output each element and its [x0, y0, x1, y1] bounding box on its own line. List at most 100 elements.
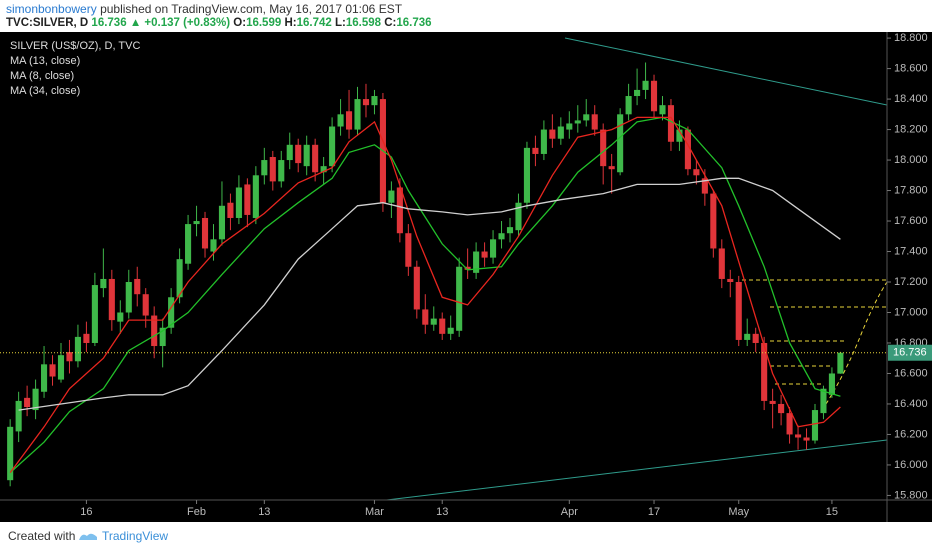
logo — [79, 533, 97, 540]
candle-body — [515, 202, 522, 231]
created: Created with — [8, 529, 76, 543]
arrow: ▲ — [129, 17, 142, 29]
candle-body — [201, 217, 209, 249]
projection — [825, 281, 887, 405]
candle-body — [337, 114, 344, 127]
candle-body — [354, 99, 361, 130]
x-tick-label: 13 — [258, 506, 270, 518]
y-tick-label: 18.800 — [894, 32, 928, 44]
candle-body — [345, 111, 353, 130]
candle-body — [430, 318, 437, 325]
candle-body — [261, 160, 268, 176]
candle-body — [235, 187, 242, 218]
price-box — [888, 344, 932, 361]
candle-body — [388, 190, 395, 203]
candle-body — [557, 126, 564, 139]
y-tick-label: 18.400 — [894, 93, 928, 105]
candle-body — [396, 187, 403, 234]
price: 16.736 — [91, 17, 127, 29]
x-tick-label: Mar — [365, 506, 384, 518]
trend-line — [382, 439, 887, 500]
x-tick-label: May — [728, 506, 749, 518]
y-tick-label: 17.000 — [894, 306, 928, 318]
y-tick-label: 15.800 — [894, 489, 928, 501]
candle-body — [244, 184, 251, 215]
trend-line — [564, 37, 887, 106]
candle-body — [617, 114, 624, 173]
y-tick-label: 18.600 — [894, 62, 928, 74]
open: 16.599 — [246, 17, 282, 29]
candle-body — [218, 205, 226, 240]
candle-body — [718, 248, 725, 279]
candle-body — [295, 144, 302, 164]
candle-body — [100, 278, 107, 289]
candle-body — [422, 309, 429, 325]
candle-body — [532, 147, 539, 154]
candle-body — [625, 96, 632, 115]
x-tick-label: 13 — [436, 506, 448, 518]
chart-title: SILVER (US$/OZ), D, TVC — [10, 40, 140, 52]
footer: Created with TradingView — [0, 522, 932, 550]
plot — [0, 37, 887, 500]
candle-body — [312, 144, 319, 173]
candle-body — [303, 144, 310, 167]
y-tick-label: 17.800 — [894, 184, 928, 196]
l-label: L: — [334, 17, 346, 29]
candle-body — [168, 297, 175, 328]
candle-body — [41, 364, 48, 392]
candle-body — [210, 239, 217, 252]
candle-body — [252, 175, 259, 218]
candle-body — [761, 342, 768, 401]
candle-body — [57, 355, 65, 380]
candle-body — [820, 388, 827, 414]
candle-body — [752, 333, 759, 343]
change: +0.137 (+0.83%) — [144, 17, 231, 29]
candle-body — [159, 327, 166, 347]
h-label: H: — [284, 17, 297, 29]
y-tick-label: 17.200 — [894, 276, 928, 288]
candle-body — [506, 227, 514, 234]
candle-body — [803, 437, 810, 441]
candle-body — [608, 166, 615, 170]
candle-body — [413, 266, 420, 310]
legend-entry: MA (34, close) — [10, 85, 80, 97]
candle-body — [108, 278, 115, 321]
candle-body — [498, 233, 505, 240]
candle-body — [66, 352, 73, 362]
ma-line — [18, 177, 841, 411]
close: 16.736 — [396, 17, 432, 29]
candle-body — [83, 333, 90, 343]
author[interactable]: simonbonbowery — [6, 2, 97, 16]
candle-body — [600, 129, 607, 167]
candle-body — [362, 99, 370, 106]
y-tick-label: 16.600 — [894, 367, 928, 379]
x-tick-label: 15 — [826, 506, 838, 518]
candle-body — [24, 397, 31, 408]
background — [0, 32, 932, 522]
candle-body — [634, 89, 641, 97]
publish-line: simonbonbowery published on TradingView.… — [6, 2, 402, 16]
y-tick-label: 16.400 — [894, 398, 928, 410]
x-tick-label: Apr — [561, 506, 578, 518]
brand[interactable]: TradingView — [102, 529, 169, 543]
candle-body — [134, 278, 141, 295]
candle-body — [701, 178, 708, 194]
candle-body — [320, 166, 327, 173]
low: 16.598 — [345, 17, 382, 29]
y-tick-label: 18.000 — [894, 154, 928, 166]
ma-line — [9, 116, 841, 474]
candle-body — [227, 202, 234, 218]
x-tick-label: 17 — [648, 506, 660, 518]
candle-body — [727, 278, 734, 283]
candle-body — [786, 413, 793, 435]
candle-body — [15, 400, 22, 432]
quote-line: TVC:SILVER, D 16.736 ▲ +0.137 (+0.83%) O… — [6, 17, 432, 29]
candle-body — [32, 388, 39, 411]
candle-body — [811, 410, 819, 441]
y-tick-label: 16.200 — [894, 428, 928, 440]
y-tick-label: 17.400 — [894, 245, 928, 257]
chart: SILVER (US$/OZ), D, TVC 15.800 16.000 16.2… — [0, 32, 932, 522]
candle-body — [405, 233, 412, 267]
candle-body — [490, 239, 497, 258]
candle-body — [329, 126, 336, 167]
